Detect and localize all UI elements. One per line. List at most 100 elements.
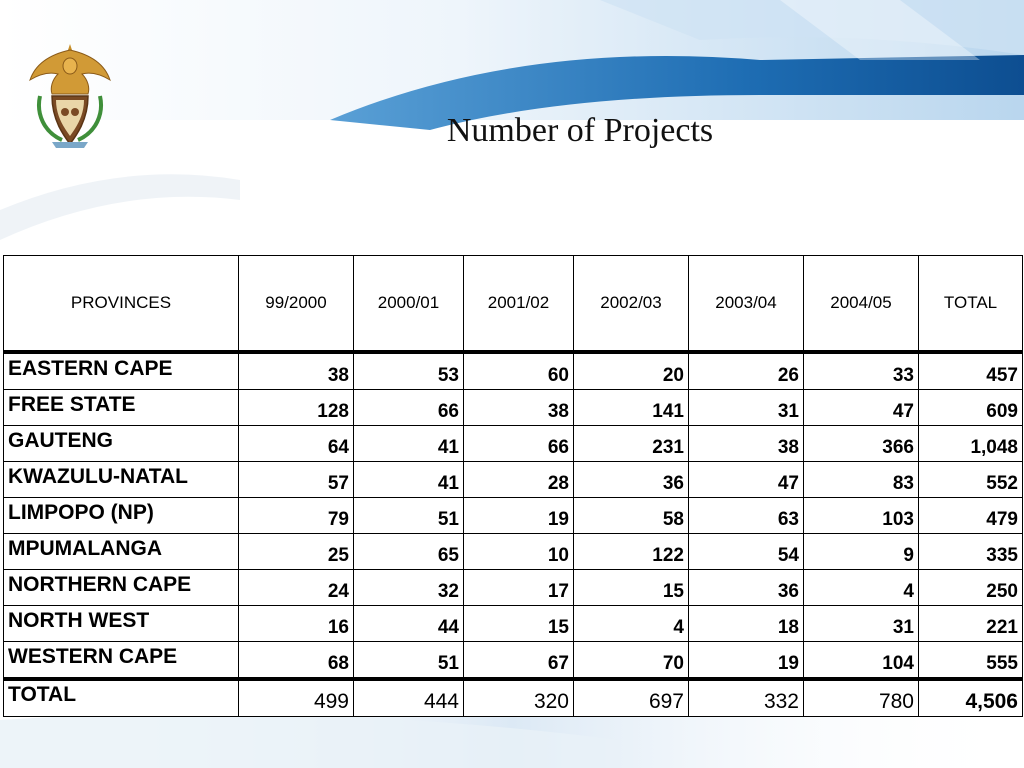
table-row: MPUMALANGA 25 65 10 122 54 9 335 <box>3 533 1023 570</box>
column-header: 99/2000 <box>238 255 354 354</box>
column-total-cell: 697 <box>573 677 689 717</box>
table-row: WESTERN CAPE 68 51 67 70 19 104 555 <box>3 641 1023 680</box>
province-cell: WESTERN CAPE <box>3 641 239 680</box>
value-cell: 38 <box>688 425 804 462</box>
value-cell: 103 <box>803 497 919 534</box>
column-header: PROVINCES <box>3 255 239 354</box>
column-total-cell: 332 <box>688 677 804 717</box>
value-cell: 70 <box>573 641 689 680</box>
value-cell: 57 <box>238 461 354 498</box>
total-row: TOTAL 499 444 320 697 332 780 4,506 <box>3 677 1023 717</box>
table-row: GAUTENG 64 41 66 231 38 366 1,048 <box>3 425 1023 462</box>
value-cell: 33 <box>803 351 919 390</box>
slide-title: Number of Projects <box>446 112 714 149</box>
column-total-cell: 499 <box>238 677 354 717</box>
table-row: NORTH WEST 16 44 15 4 18 31 221 <box>3 605 1023 642</box>
value-cell: 26 <box>688 351 804 390</box>
value-cell: 41 <box>353 461 464 498</box>
column-header: 2000/01 <box>353 255 464 354</box>
value-cell: 20 <box>573 351 689 390</box>
row-total-cell: 250 <box>918 569 1023 606</box>
value-cell: 4 <box>803 569 919 606</box>
table-row: FREE STATE 128 66 38 141 31 47 609 <box>3 389 1023 426</box>
column-header: 2002/03 <box>573 255 689 354</box>
value-cell: 63 <box>688 497 804 534</box>
column-header: TOTAL <box>918 255 1023 354</box>
province-cell: LIMPOPO (NP) <box>3 497 239 534</box>
value-cell: 31 <box>803 605 919 642</box>
value-cell: 10 <box>463 533 574 570</box>
value-cell: 17 <box>463 569 574 606</box>
grand-total-cell: 4,506 <box>918 677 1023 717</box>
value-cell: 141 <box>573 389 689 426</box>
row-total-cell: 1,048 <box>918 425 1023 462</box>
value-cell: 79 <box>238 497 354 534</box>
value-cell: 9 <box>803 533 919 570</box>
value-cell: 66 <box>463 425 574 462</box>
column-total-cell: 320 <box>463 677 574 717</box>
row-total-cell: 552 <box>918 461 1023 498</box>
column-header: 2001/02 <box>463 255 574 354</box>
value-cell: 47 <box>803 389 919 426</box>
value-cell: 18 <box>688 605 804 642</box>
value-cell: 38 <box>463 389 574 426</box>
value-cell: 104 <box>803 641 919 680</box>
value-cell: 19 <box>463 497 574 534</box>
value-cell: 15 <box>463 605 574 642</box>
value-cell: 36 <box>688 569 804 606</box>
value-cell: 4 <box>573 605 689 642</box>
value-cell: 51 <box>353 641 464 680</box>
table-header-row: PROVINCES 99/2000 2000/01 2001/02 2002/0… <box>3 255 1023 354</box>
value-cell: 68 <box>238 641 354 680</box>
value-cell: 83 <box>803 461 919 498</box>
column-total-cell: 444 <box>353 677 464 717</box>
total-label-cell: TOTAL <box>3 677 239 717</box>
column-total-cell: 780 <box>803 677 919 717</box>
value-cell: 25 <box>238 533 354 570</box>
province-cell: NORTHERN CAPE <box>3 569 239 606</box>
coat-of-arms-icon <box>29 44 111 148</box>
value-cell: 231 <box>573 425 689 462</box>
value-cell: 44 <box>353 605 464 642</box>
column-header: 2004/05 <box>803 255 919 354</box>
table-row: NORTHERN CAPE 24 32 17 15 36 4 250 <box>3 569 1023 606</box>
value-cell: 60 <box>463 351 574 390</box>
value-cell: 47 <box>688 461 804 498</box>
row-total-cell: 221 <box>918 605 1023 642</box>
table-row: EASTERN CAPE 38 53 60 20 26 33 457 <box>3 351 1023 390</box>
province-cell: EASTERN CAPE <box>3 351 239 390</box>
value-cell: 67 <box>463 641 574 680</box>
value-cell: 128 <box>238 389 354 426</box>
value-cell: 28 <box>463 461 574 498</box>
value-cell: 122 <box>573 533 689 570</box>
value-cell: 19 <box>688 641 804 680</box>
province-cell: KWAZULU-NATAL <box>3 461 239 498</box>
province-cell: NORTH WEST <box>3 605 239 642</box>
value-cell: 36 <box>573 461 689 498</box>
value-cell: 64 <box>238 425 354 462</box>
value-cell: 54 <box>688 533 804 570</box>
value-cell: 16 <box>238 605 354 642</box>
value-cell: 31 <box>688 389 804 426</box>
province-cell: GAUTENG <box>3 425 239 462</box>
row-total-cell: 479 <box>918 497 1023 534</box>
value-cell: 15 <box>573 569 689 606</box>
projects-table: PROVINCES 99/2000 2000/01 2001/02 2002/0… <box>3 255 1023 717</box>
value-cell: 366 <box>803 425 919 462</box>
value-cell: 58 <box>573 497 689 534</box>
value-cell: 38 <box>238 351 354 390</box>
value-cell: 51 <box>353 497 464 534</box>
value-cell: 53 <box>353 351 464 390</box>
table-row: KWAZULU-NATAL 57 41 28 36 47 83 552 <box>3 461 1023 498</box>
value-cell: 24 <box>238 569 354 606</box>
value-cell: 32 <box>353 569 464 606</box>
row-total-cell: 609 <box>918 389 1023 426</box>
value-cell: 66 <box>353 389 464 426</box>
province-cell: FREE STATE <box>3 389 239 426</box>
province-cell: MPUMALANGA <box>3 533 239 570</box>
column-header: 2003/04 <box>688 255 804 354</box>
table-row: LIMPOPO (NP) 79 51 19 58 63 103 479 <box>3 497 1023 534</box>
value-cell: 65 <box>353 533 464 570</box>
row-total-cell: 335 <box>918 533 1023 570</box>
